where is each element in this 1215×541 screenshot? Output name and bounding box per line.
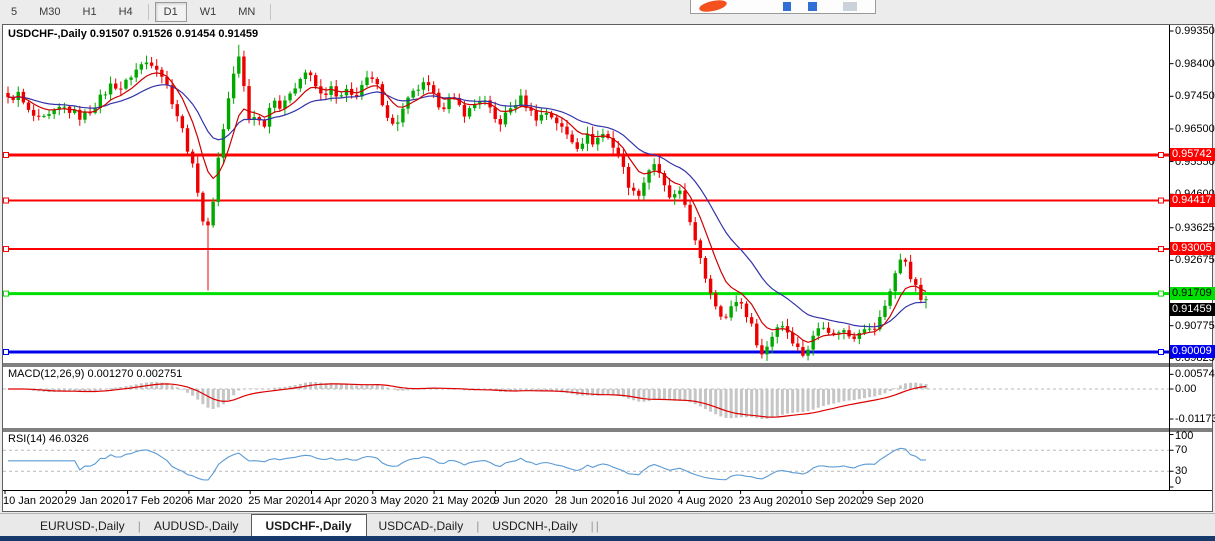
toolbar-separator	[147, 3, 149, 20]
symbol-tab-usdcnh[interactable]: USDCNH-,Daily	[492, 519, 578, 533]
rsi-axis-tick: 70	[1175, 444, 1188, 457]
macd-axis-tick: 0.005744	[1175, 368, 1215, 381]
date-axis-label: 3 May 2020	[370, 495, 429, 507]
window-glyph-icon	[808, 2, 817, 11]
price-axis-tick: 0.99350	[1175, 25, 1215, 37]
date-axis-label: 29 Sep 2020	[861, 495, 924, 507]
timeframe-button-w1[interactable]: W1	[199, 5, 217, 18]
window-button-icon	[843, 2, 857, 11]
hline-price-label: 0.95742	[1170, 147, 1215, 161]
macd-axis-tick: -0.011738	[1175, 413, 1215, 425]
hline-price-label: 0.91709	[1170, 286, 1215, 300]
tab-separator: |	[137, 519, 141, 533]
date-axis-label: 21 May 2020	[432, 495, 496, 507]
symbol-tab-audusd[interactable]: AUDUSD-,Daily	[153, 519, 239, 533]
date-axis-label: 17 Feb 2020	[125, 495, 188, 507]
rsi-indicator-label: RSI(14) 46.0326	[8, 433, 89, 445]
timeframe-toolbar: 5 M30 H1 H4 D1 W1 MN	[0, 0, 1215, 23]
timeframe-button-d1[interactable]: D1	[154, 1, 187, 22]
price-axis-tick: 0.98400	[1175, 57, 1215, 70]
date-axis-label: 10 Sep 2020	[799, 495, 863, 507]
timeframe-button-h4[interactable]: H4	[118, 5, 133, 18]
chart-symbol: USDCHF-,Daily	[8, 28, 87, 40]
symbol-tab-usdcad[interactable]: USDCAD-,Daily	[378, 519, 464, 533]
symbol-tabbar: EURUSD-,Daily | AUDUSD-,Daily USDCHF-,Daily…	[0, 513, 1215, 538]
timeframe-button-mn[interactable]: MN	[238, 5, 256, 18]
toolbar-separator	[270, 3, 272, 20]
background-window[interactable]	[690, 0, 876, 15]
price-axis-tick: 0.97450	[1175, 90, 1215, 103]
chart-window[interactable]	[2, 24, 1213, 512]
price-axis-tick: 0.92675	[1175, 254, 1215, 267]
hline-price-label: 0.90009	[1170, 345, 1215, 358]
window-glyph-icon	[783, 2, 791, 11]
date-axis-label: 28 Jun 2020	[554, 495, 616, 507]
date-axis-label: 9 Jun 2020	[493, 495, 548, 507]
rsi-axis-tick: 30	[1175, 465, 1188, 478]
price-axis-tick: 0.96500	[1175, 122, 1215, 135]
date-axis-label: 10 Jan 2020	[3, 495, 64, 507]
chart-ohlc-values: 0.91507 0.91526 0.91454 0.91459	[89, 28, 259, 40]
timeframe-button-h1[interactable]: H1	[82, 5, 97, 18]
status-strip	[0, 536, 1215, 541]
chart-title: USDCHF-,Daily 0.91507 0.91526 0.91454 0.…	[8, 28, 258, 40]
macd-indicator-label: MACD(12,26,9) 0.001270 0.002751	[8, 368, 183, 380]
tab-separator: |	[476, 519, 480, 533]
symbol-tab-eurusd[interactable]: EURUSD-,Daily	[40, 519, 125, 533]
price-axis-tick: 0.93625	[1175, 221, 1215, 234]
rsi-axis-tick: 0	[1175, 475, 1182, 487]
hline-price-label: 0.94417	[1170, 193, 1215, 207]
timeframe-button-m30[interactable]: M30	[39, 5, 61, 18]
date-axis-label: 14 Apr 2020	[309, 495, 369, 507]
app-logo-icon	[698, 0, 728, 15]
date-axis-label: 6 Mar 2020	[186, 495, 243, 507]
rsi-axis-tick: 100	[1175, 430, 1194, 442]
date-axis-label: 4 Aug 2020	[677, 495, 733, 507]
date-axis-label: 25 Mar 2020	[248, 495, 310, 507]
date-axis-label: 29 Jan 2020	[64, 495, 125, 507]
date-axis-label: 23 Aug 2020	[738, 495, 801, 507]
date-axis-label: 16 Jul 2020	[616, 495, 673, 507]
price-axis-tick: 0.90775	[1175, 319, 1215, 332]
timeframe-button-5[interactable]: 5	[11, 5, 18, 18]
current-price-label: 0.91459	[1170, 303, 1215, 317]
tab-separator: |	[590, 519, 594, 533]
macd-axis-tick: 0.00	[1175, 383, 1197, 395]
symbol-tab-usdchf[interactable]: USDCHF-,Daily	[250, 514, 367, 538]
tab-separator: |	[595, 519, 599, 533]
hline-price-label: 0.93005	[1170, 242, 1215, 256]
